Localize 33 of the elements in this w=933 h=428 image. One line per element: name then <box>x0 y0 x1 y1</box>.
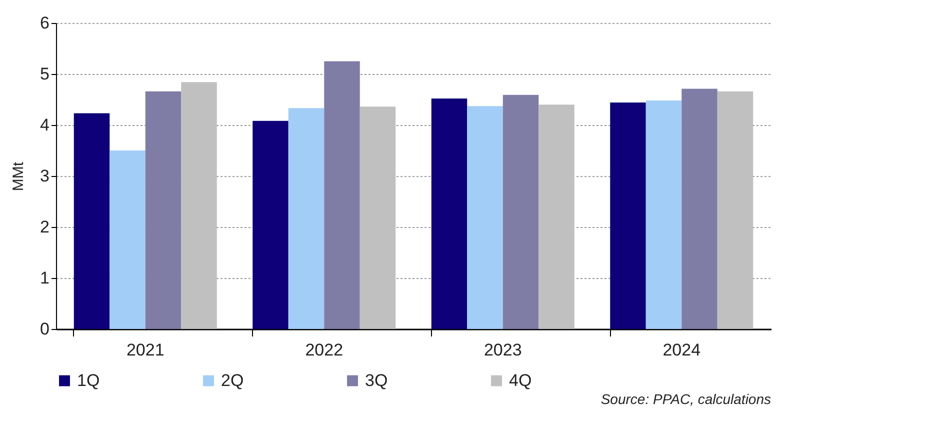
legend-label: 3Q <box>365 370 388 390</box>
y-tick-label: 5 <box>40 64 50 84</box>
x-tick-label: 2021 <box>126 340 164 360</box>
bar <box>646 100 682 329</box>
x-tick-label: 2024 <box>662 340 701 360</box>
y-tick-label: 2 <box>40 218 50 236</box>
bar <box>431 98 468 329</box>
legend-label: 1Q <box>77 370 100 390</box>
bar <box>145 91 182 329</box>
source-note: Source: PPAC, calculations <box>600 391 771 407</box>
bar <box>252 120 288 329</box>
bar <box>74 113 110 329</box>
y-tick-label: 6 <box>40 14 50 32</box>
legend-label: 4Q <box>509 370 532 390</box>
bar <box>360 106 396 329</box>
y-tick-label: 1 <box>40 268 50 288</box>
bar <box>610 102 646 329</box>
bar <box>502 94 539 329</box>
bar <box>538 104 574 329</box>
y-tick-label: 4 <box>40 116 50 134</box>
y-tick-label: 0 <box>40 320 50 338</box>
bar <box>324 61 360 329</box>
bar <box>288 108 324 329</box>
bar <box>467 106 503 329</box>
bar <box>717 91 754 329</box>
bar <box>110 150 146 329</box>
x-tick-label: 2022 <box>305 340 344 360</box>
legend-label: 2Q <box>221 370 244 390</box>
bar <box>682 88 718 329</box>
x-tick-label: 2023 <box>484 340 522 360</box>
y-axis-title: MMt <box>10 161 28 192</box>
y-tick-label: 3 <box>40 166 50 186</box>
bar <box>181 82 217 329</box>
